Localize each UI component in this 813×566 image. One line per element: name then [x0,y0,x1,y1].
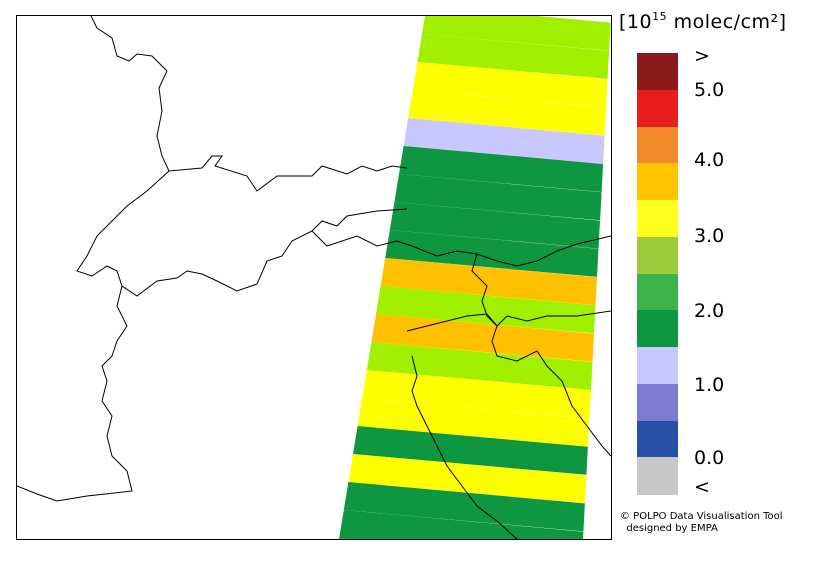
legend-swatch [637,420,678,458]
legend-tick-label: 4.0 [694,149,725,171]
legend-tick-label: 0.0 [694,447,725,469]
legend-swatch [637,200,678,238]
legend-swatch [637,126,678,164]
legend-tick-label: > [694,45,710,67]
legend-swatch [637,53,678,91]
legend-swatch [637,347,678,385]
legend-swatch [637,273,678,311]
legend-tick-label: 3.0 [694,225,725,247]
coastline-west [411,355,518,539]
swath-band [348,454,587,504]
legend-tick-label: 5.0 [694,79,725,101]
swath-band [376,286,596,334]
swath-band [357,398,590,447]
border-switzerland [76,170,408,297]
swath-band [362,370,591,419]
legend-swatch [637,310,678,348]
swath-band [380,258,597,306]
swath-band [394,174,602,221]
border-france-germany [90,16,408,192]
swath-band [353,426,588,475]
legend-swatch [637,163,678,201]
border-austria-italy [311,230,611,267]
swath-band [417,34,610,79]
coastline-italy [406,313,611,457]
map-panel[interactable] [16,15,612,540]
swath-band [408,90,607,136]
country-borders [17,16,611,539]
legend-tick-label: 2.0 [694,300,725,322]
swath-band [339,510,584,539]
swath-band [403,118,605,164]
map-canvas [17,16,611,539]
credits-text: © POLPO Data Visualisation Tool designed… [620,511,783,534]
legend-tick-label: 1.0 [694,374,725,396]
legend-tick-label: < [694,476,710,498]
legend-swatch [637,89,678,127]
swath-band [422,16,611,51]
swath-band [385,230,599,277]
legend-swatch [637,383,678,421]
border-italy-france [17,285,133,502]
swath-band [412,62,608,108]
swath-band [339,538,351,539]
legend-swatch [637,457,678,495]
legend-swatch [637,236,678,274]
swath-band [343,482,585,532]
legend-unit-title: [1015 molec/cm²] [619,10,787,33]
swath-band [389,202,600,249]
swath-band [366,342,593,390]
swath-band [399,146,604,192]
satellite-swath [339,16,611,539]
